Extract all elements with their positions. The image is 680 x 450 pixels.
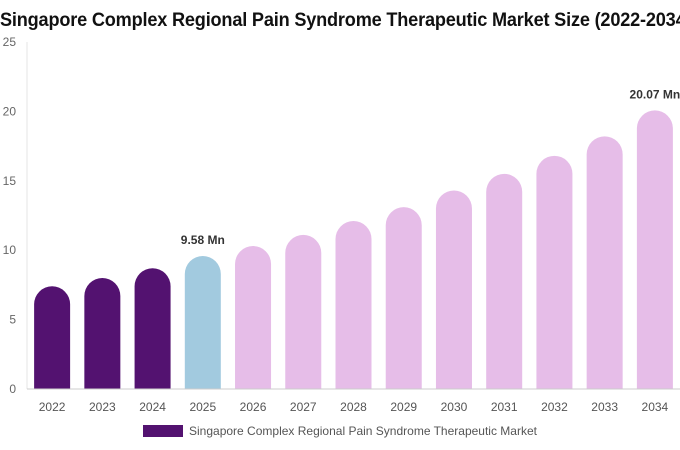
legend-swatch (143, 425, 184, 437)
bar-2029 (385, 207, 422, 389)
bar-2033 (586, 136, 623, 389)
x-axis: 2022 2023 2024 2025 2026 2027 2028 2029 2030 2031… (27, 388, 680, 414)
bar-2026 (235, 246, 272, 389)
y-tick-label: 5 (9, 313, 16, 327)
bar-2024 (134, 268, 171, 389)
x-tick-label: 2022 (39, 400, 66, 414)
x-tick-label: 2030 (441, 400, 468, 414)
x-tick-label: 2024 (139, 400, 166, 414)
data-labels: 9.58 Mn 20.07 Mn (181, 87, 680, 247)
bar-2031 (486, 173, 523, 389)
chart-title: Singapore Complex Regional Pain Syndrome… (0, 9, 680, 31)
bar-2022 (34, 286, 71, 389)
x-tick-label: 2031 (491, 400, 518, 414)
y-tick-label: 25 (3, 35, 17, 49)
bar-2027 (285, 234, 322, 389)
x-tick-label: 2032 (541, 400, 568, 414)
x-tick-label: 2023 (89, 400, 116, 414)
y-tick-label: 20 (3, 104, 17, 118)
x-tick-label: 2026 (240, 400, 267, 414)
data-label: 20.07 Mn (630, 87, 680, 101)
bar-2028 (335, 221, 372, 389)
y-tick-label: 0 (9, 382, 16, 396)
legend-label: Singapore Complex Regional Pain Syndrome… (189, 424, 537, 438)
bar-2023 (84, 277, 121, 389)
x-tick-label: 2025 (189, 400, 216, 414)
x-tick-label: 2033 (591, 400, 618, 414)
legend: Singapore Complex Regional Pain Syndrome… (0, 424, 680, 438)
x-tick-label: 2027 (290, 400, 317, 414)
x-tick-label: 2034 (642, 400, 669, 414)
bar-2030 (435, 190, 472, 389)
bar-2034 (636, 110, 673, 389)
bars (34, 110, 673, 389)
x-tick-label: 2029 (390, 400, 417, 414)
y-tick-label: 10 (3, 243, 17, 257)
y-tick-label: 15 (3, 174, 17, 188)
data-label: 9.58 Mn (181, 233, 225, 247)
bar-2032 (536, 155, 573, 389)
bar-2025 (184, 256, 221, 389)
x-tick-label: 2028 (340, 400, 367, 414)
y-axis: 0 5 10 15 20 25 (3, 35, 28, 396)
